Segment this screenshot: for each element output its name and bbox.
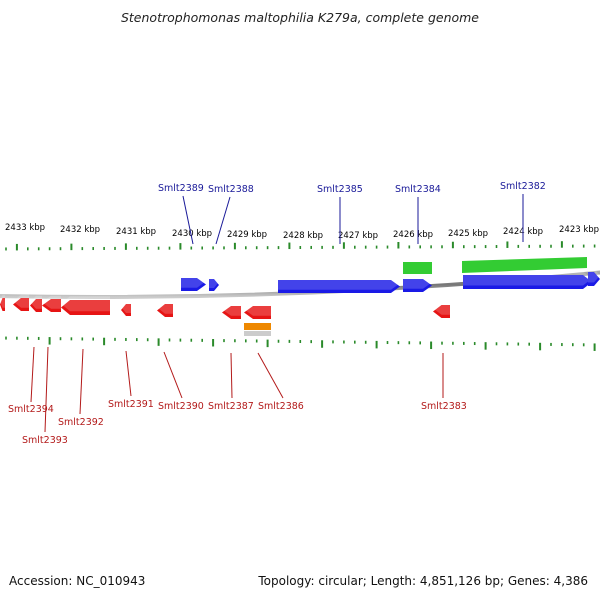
gene-label-forward: Smlt2388 xyxy=(208,184,254,195)
gene-arrow xyxy=(13,294,29,311)
leader-line xyxy=(79,348,84,415)
top-tick-ruler xyxy=(5,241,596,251)
genome-title: Stenotrophomonas maltophilia K279a, comp… xyxy=(120,10,480,25)
kbp-label: 2429 kbp xyxy=(227,230,267,240)
kbp-label: 2427 kbp xyxy=(338,231,378,241)
kbp-label: 2423 kbp xyxy=(559,225,599,235)
accession-text: Accession: NC_010943 xyxy=(9,574,146,588)
gene-arrow xyxy=(30,295,42,312)
gene-label-reverse: Smlt2393 xyxy=(22,435,68,446)
kbp-label: 2430 kbp xyxy=(172,229,212,239)
kbp-label: 2431 kbp xyxy=(116,227,156,237)
gene-arrow xyxy=(244,302,271,319)
gene-label-reverse: Smlt2383 xyxy=(421,401,467,412)
gene-label-reverse: Smlt2392 xyxy=(58,417,104,428)
gene-label-forward: Smlt2384 xyxy=(395,184,441,195)
leader-line xyxy=(44,346,49,433)
gene-label-reverse: Smlt2386 xyxy=(258,401,304,412)
gene-label-reverse: Smlt2391 xyxy=(108,399,154,410)
leader-line xyxy=(257,352,284,399)
gene-arrow xyxy=(403,275,432,292)
gene-features xyxy=(0,257,600,336)
leader-line xyxy=(30,346,35,403)
leader-line xyxy=(215,196,231,245)
gene-arrow xyxy=(61,296,110,315)
kbp-labels: 2433 kbp 2432 kbp 2431 kbp 2430 kbp 2429 kbp… xyxy=(5,223,599,241)
bottom-tick-ruler xyxy=(5,336,596,351)
kbp-label: 2433 kbp xyxy=(5,223,45,233)
gene-arrow xyxy=(42,295,61,312)
leader-line xyxy=(163,351,183,399)
gene-label-forward: Smlt2389 xyxy=(158,183,204,194)
leader-line xyxy=(230,352,233,399)
gene-arrow xyxy=(0,294,5,311)
topology-text: Topology: circular; Length: 4,851,126 bp… xyxy=(258,574,588,588)
gene-arrow xyxy=(433,301,450,318)
gene-arrow xyxy=(222,302,241,319)
label-leader-lines xyxy=(30,194,524,433)
gene-label-reverse: Smlt2390 xyxy=(158,401,204,412)
gene-arrow xyxy=(181,274,206,291)
gene-label-reverse: Smlt2394 xyxy=(8,404,54,415)
gene-labels: Smlt2389 Smlt2388 Smlt2385 Smlt2384 Smlt2382… xyxy=(8,181,546,446)
gene-arrow xyxy=(588,268,600,286)
gene-arrow xyxy=(463,271,592,289)
gene-label-forward: Smlt2382 xyxy=(500,181,546,192)
leader-line xyxy=(125,350,132,397)
grey-feature xyxy=(244,331,271,336)
green-feature xyxy=(462,257,587,273)
gene-arrow xyxy=(157,300,173,317)
kbp-label: 2432 kbp xyxy=(60,225,100,235)
kbp-label: 2428 kbp xyxy=(283,231,323,241)
gene-arrow xyxy=(278,276,400,293)
green-feature xyxy=(403,262,432,274)
gene-arrow xyxy=(121,301,131,316)
gene-arrow xyxy=(209,276,219,291)
gene-label-reverse: Smlt2387 xyxy=(208,401,254,412)
gene-label-forward: Smlt2385 xyxy=(317,184,363,195)
kbp-label: 2425 kbp xyxy=(448,229,488,239)
orange-feature xyxy=(244,323,271,330)
kbp-label: 2426 kbp xyxy=(393,230,433,240)
leader-line xyxy=(182,195,194,245)
